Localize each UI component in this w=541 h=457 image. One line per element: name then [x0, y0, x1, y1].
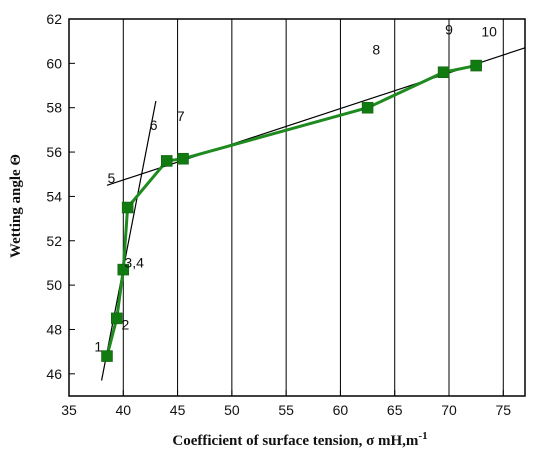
x-tick-label: 55 — [278, 402, 294, 418]
x-axis-title: Coefficient of surface tension, σ mH,m-1 — [172, 430, 427, 449]
point-label: 1 — [94, 339, 102, 355]
y-tick-label: 60 — [46, 55, 62, 71]
series-line — [105, 64, 477, 357]
series — [101, 59, 482, 362]
fit-line — [100, 100, 157, 381]
point-label: 8 — [372, 41, 380, 57]
fit-lines — [100, 47, 526, 381]
data-point — [361, 101, 374, 114]
x-tick-label: 50 — [224, 402, 240, 418]
point-label: 7 — [177, 108, 185, 124]
y-tick-label: 50 — [46, 277, 62, 293]
y-tick-label: 54 — [46, 188, 62, 204]
point-label: 3,4 — [124, 254, 144, 270]
data-point — [437, 66, 450, 78]
plot-frame — [68, 18, 526, 397]
y-tick-label: 58 — [46, 100, 62, 116]
y-tick-label: 56 — [46, 144, 62, 160]
y-tick-label: 48 — [46, 321, 62, 337]
y-axis-title: Wetting angle Θ — [8, 154, 24, 258]
x-axis-title-superscript: -1 — [418, 430, 427, 442]
x-tick-label: 40 — [115, 402, 131, 418]
x-tick-label: 45 — [170, 402, 186, 418]
point-label: 6 — [150, 117, 158, 133]
x-tick-label: 75 — [495, 402, 511, 418]
data-point — [111, 312, 123, 325]
point-label: 5 — [107, 170, 115, 186]
point-label: 10 — [481, 24, 497, 40]
x-tick-label: 60 — [333, 402, 349, 418]
data-point — [101, 350, 113, 362]
y-tick-label: 62 — [46, 11, 62, 27]
point-label: 2 — [122, 316, 130, 332]
x-tick-label: 35 — [61, 402, 77, 418]
x-tick-label: 65 — [387, 402, 403, 418]
data-point — [470, 59, 482, 72]
point-label: 9 — [445, 22, 453, 38]
grid — [122, 19, 504, 396]
data-point — [160, 155, 173, 167]
y-tick-label: 46 — [46, 366, 62, 382]
data-point — [121, 201, 134, 214]
x-tick-label: 70 — [441, 402, 457, 418]
y-tick-label: 52 — [46, 233, 62, 249]
data-point — [117, 263, 130, 276]
point-labels: 1 2 3,4 5 6 7 8 9 10 — [94, 22, 497, 355]
data-point — [177, 152, 189, 165]
